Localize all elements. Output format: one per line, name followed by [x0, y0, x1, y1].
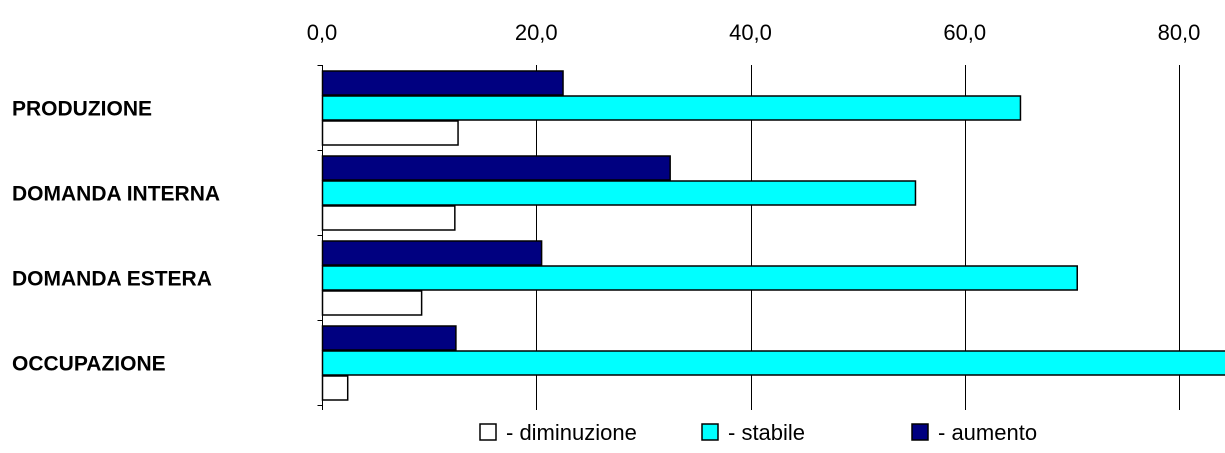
bar-domanda-estera-aumento — [321, 240, 543, 266]
legend-label-stabile: - stabile — [728, 420, 805, 445]
bar-domanda-estera-stabile — [321, 265, 1078, 291]
bar-series-group — [321, 70, 1225, 401]
bar-domanda-interna-stabile — [321, 180, 917, 206]
x-tick-labels: 0,0 20,0 40,0 60,0 80,0 — [307, 20, 1201, 45]
value-axis — [317, 65, 1180, 410]
legend-label-aumento: - aumento — [938, 420, 1037, 445]
bar-domanda-interna-aumento — [321, 155, 671, 181]
gridlines — [536, 65, 1180, 405]
x-tick-label-60-0: 60,0 — [943, 20, 986, 45]
legend-swatch-diminuzione — [479, 423, 497, 441]
bar-occupazione-diminuzione — [321, 375, 349, 401]
bar-occupazione-aumento — [321, 325, 457, 351]
x-tick-label-20-0: 20,0 — [515, 20, 558, 45]
x-tick-label-40-0: 40,0 — [729, 20, 772, 45]
legend-swatch-aumento — [911, 423, 929, 441]
legend-item-diminuzione: - diminuzione — [479, 420, 637, 445]
bar-occupazione-stabile — [321, 350, 1225, 376]
category-label-domanda-interna: DOMANDA INTERNA — [12, 183, 220, 206]
legend-swatch-stabile — [701, 423, 719, 441]
bar-produzione-aumento — [321, 70, 564, 96]
legend: - diminuzione - stabile - aumento — [479, 420, 1037, 445]
x-tick-label-0-0: 0,0 — [307, 20, 338, 45]
category-label-domanda-estera: DOMANDA ESTERA — [12, 268, 212, 291]
legend-item-aumento: - aumento — [911, 420, 1037, 445]
category-label-produzione: PRODUZIONE — [12, 98, 152, 121]
bar-domanda-interna-diminuzione — [321, 205, 456, 231]
x-tick-label-80-0: 80,0 — [1158, 20, 1201, 45]
bar-produzione-stabile — [321, 95, 1022, 121]
legend-label-diminuzione: - diminuzione — [506, 420, 637, 445]
category-label-occupazione: OCCUPAZIONE — [12, 353, 166, 376]
legend-item-stabile: - stabile — [701, 420, 805, 445]
bar-produzione-diminuzione — [321, 120, 459, 146]
bar-domanda-estera-diminuzione — [321, 290, 423, 316]
category-labels: PRODUZIONE DOMANDA INTERNA DOMANDA ESTERA O… — [12, 98, 220, 376]
